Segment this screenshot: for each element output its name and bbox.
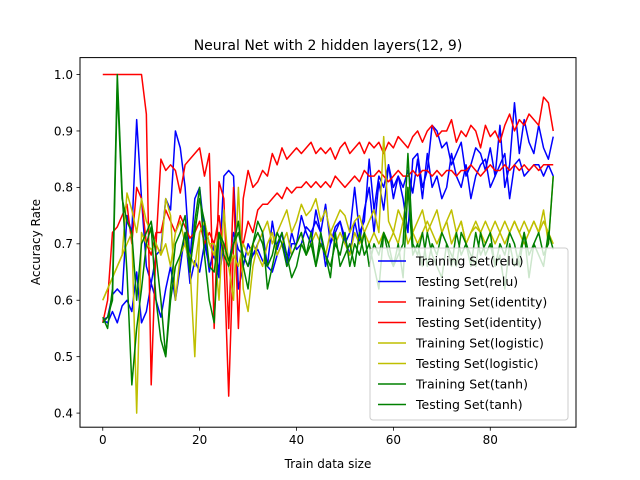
y-tick-label-3: 0.7 xyxy=(54,237,73,251)
y-tick-label-1: 0.5 xyxy=(54,350,73,364)
legend-label-3: Testing Set(identity) xyxy=(415,315,542,330)
plot-lines xyxy=(102,73,554,414)
y-tick-label-6: 1.0 xyxy=(54,68,73,82)
y-axis-title: Accuracy Rate xyxy=(29,199,43,285)
x-tick-label-0: 0 xyxy=(99,433,107,447)
series-line-5 xyxy=(102,192,554,301)
legend-label-4: Training Set(logistic) xyxy=(415,336,544,351)
x-axis-title: Train data size xyxy=(284,457,372,471)
y-axis: 0.4 0.5 0.6 0.7 0.8 0.9 1.0 xyxy=(54,68,80,420)
series-line-2 xyxy=(102,73,554,386)
x-axis: 0 20 40 60 80 xyxy=(99,427,498,447)
legend-label-1: Testing Set(relu) xyxy=(415,274,518,289)
y-tick-label-4: 0.8 xyxy=(54,181,73,195)
legend-label-7: Testing Set(tanh) xyxy=(415,397,523,412)
x-tick-label-1: 20 xyxy=(192,433,207,447)
legend-label-5: Testing Set(logistic) xyxy=(415,356,539,371)
legend-label-2: Training Set(identity) xyxy=(415,295,547,310)
y-tick-label-2: 0.6 xyxy=(54,294,73,308)
series-line-3 xyxy=(102,164,554,397)
legend-label-6: Training Set(tanh) xyxy=(415,377,528,392)
legend-box xyxy=(369,247,569,421)
plot-frame xyxy=(79,57,577,428)
series-line-0 xyxy=(102,101,554,321)
series-line-4 xyxy=(102,135,554,414)
legend: Training Set(relu) Testing Set(relu) Train… xyxy=(369,247,569,421)
chart-title: Neural Net with 2 hidden layers(12, 9) xyxy=(194,38,463,54)
series-line-7 xyxy=(102,85,554,358)
y-tick-label-0: 0.4 xyxy=(54,406,73,420)
x-tick-label-3: 60 xyxy=(386,433,401,447)
x-tick-label-2: 40 xyxy=(289,433,304,447)
x-tick-label-4: 80 xyxy=(483,433,498,447)
y-tick-label-5: 0.9 xyxy=(54,124,73,138)
legend-label-0: Training Set(relu) xyxy=(415,254,524,269)
